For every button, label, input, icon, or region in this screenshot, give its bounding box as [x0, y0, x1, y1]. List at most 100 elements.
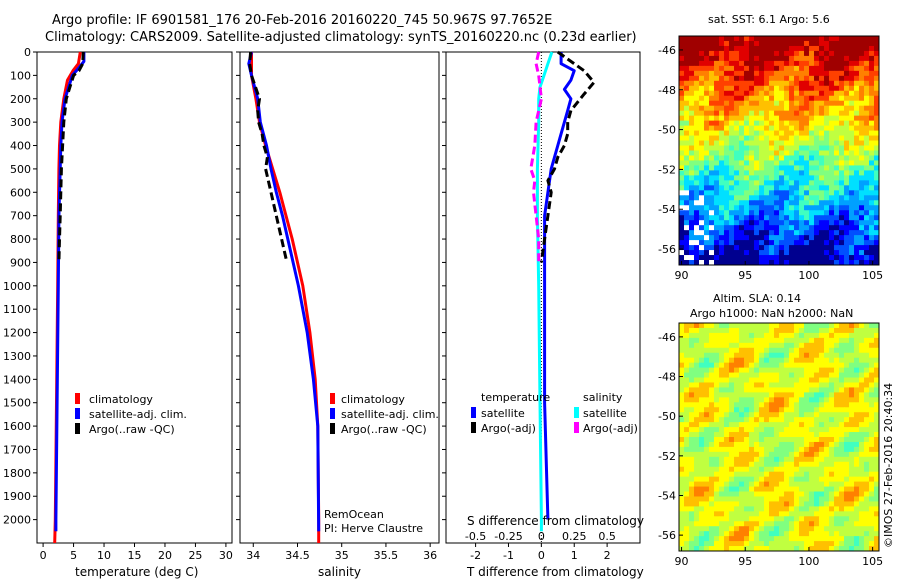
map-cell: [699, 100, 705, 107]
legend-swatch-s-argo: [574, 422, 579, 433]
map-cell: [679, 75, 685, 82]
map-cell: [774, 486, 780, 492]
series-line-temperature-argo-adj-: [539, 50, 596, 263]
map-cell: [874, 145, 880, 151]
map-cell: [754, 461, 760, 468]
map-cell: [744, 536, 750, 542]
map-cell: [754, 437, 760, 443]
map-cell: [864, 80, 870, 87]
map-cell: [689, 372, 695, 378]
map-cell: [849, 506, 855, 512]
map-cell: [774, 195, 780, 201]
map-cell: [754, 337, 760, 344]
map-cell: [819, 387, 825, 393]
map-cell: [764, 407, 770, 413]
map-cell: [784, 250, 790, 256]
map-cell: [784, 90, 790, 97]
map-cell: [744, 377, 750, 383]
map-cell: [824, 200, 830, 206]
map-cell: [689, 516, 695, 522]
map-cell: [684, 397, 690, 403]
map-cell: [684, 327, 690, 334]
map-cell: [689, 357, 695, 364]
map-cell: [744, 165, 750, 171]
map-cell: [729, 155, 735, 161]
map-cell: [699, 382, 705, 388]
map-cell: [819, 526, 825, 532]
map-cell: [749, 200, 755, 206]
map-cell: [709, 65, 715, 72]
map-cell: [829, 36, 835, 42]
map-cell: [769, 501, 775, 507]
map-cell: [864, 422, 870, 428]
map-cell: [724, 461, 730, 468]
map-cell: [789, 165, 795, 171]
map-cell: [754, 342, 760, 349]
map-cell: [704, 105, 710, 112]
map-cell: [779, 150, 785, 156]
map-cell: [814, 397, 820, 403]
map-cell: [749, 446, 755, 453]
map-cell: [749, 541, 755, 547]
map-cell: [774, 342, 780, 349]
map-cell: [679, 362, 685, 369]
map-cell: [784, 65, 790, 72]
map-cell: [749, 150, 755, 156]
map-cell: [769, 45, 775, 52]
map-cell: [779, 337, 785, 344]
map-cell: [764, 55, 770, 62]
map-cell: [684, 437, 690, 443]
map-cell: [799, 70, 805, 77]
map-cell: [744, 150, 750, 156]
map-cell: [749, 461, 755, 468]
map-cell: [694, 36, 700, 42]
map-cell: [849, 50, 855, 57]
map-cell: [744, 130, 750, 136]
map-cell: [684, 250, 690, 256]
map-cell: [799, 90, 805, 97]
map-cell: [704, 506, 710, 512]
map-cell: [699, 446, 705, 453]
map-cell: [719, 195, 725, 201]
map-cell: [784, 75, 790, 82]
map-cell: [724, 105, 730, 112]
map-cell: [854, 337, 860, 344]
map-cell: [799, 466, 805, 473]
map-cell: [744, 412, 750, 418]
map-cell: [849, 546, 855, 552]
map-cell: [849, 185, 855, 191]
map-cell: [749, 501, 755, 507]
map-cell: [869, 180, 875, 186]
map-cell: [769, 125, 775, 131]
map-cell: [729, 50, 735, 57]
map-cell: [774, 451, 780, 458]
map-cell: [794, 150, 800, 156]
map-cell: [719, 180, 725, 186]
map-cell: [704, 372, 710, 378]
map-cell: [794, 180, 800, 186]
map-cell: [729, 342, 735, 349]
map-cell: [844, 451, 850, 458]
map-cell: [719, 130, 725, 136]
map-cell: [779, 382, 785, 388]
map-cell: [864, 516, 870, 522]
map-cell: [829, 260, 835, 266]
map-cell: [709, 145, 715, 151]
map-cell: [864, 427, 870, 433]
map-cell: [759, 135, 765, 141]
map-cell: [759, 412, 765, 418]
map-cell: [734, 362, 740, 369]
map-cell: [714, 160, 720, 166]
map-cell: [824, 175, 830, 181]
map-cell: [679, 50, 685, 57]
map-cell: [834, 170, 840, 176]
map-cell: [809, 511, 815, 517]
map-cell: [724, 541, 730, 547]
map-cell: [684, 496, 690, 502]
map-cell: [699, 165, 705, 171]
map-cell: [769, 531, 775, 537]
map-cell: [744, 521, 750, 527]
map-cell: [739, 417, 745, 423]
map-cell: [709, 90, 715, 97]
map-cell: [724, 531, 730, 537]
